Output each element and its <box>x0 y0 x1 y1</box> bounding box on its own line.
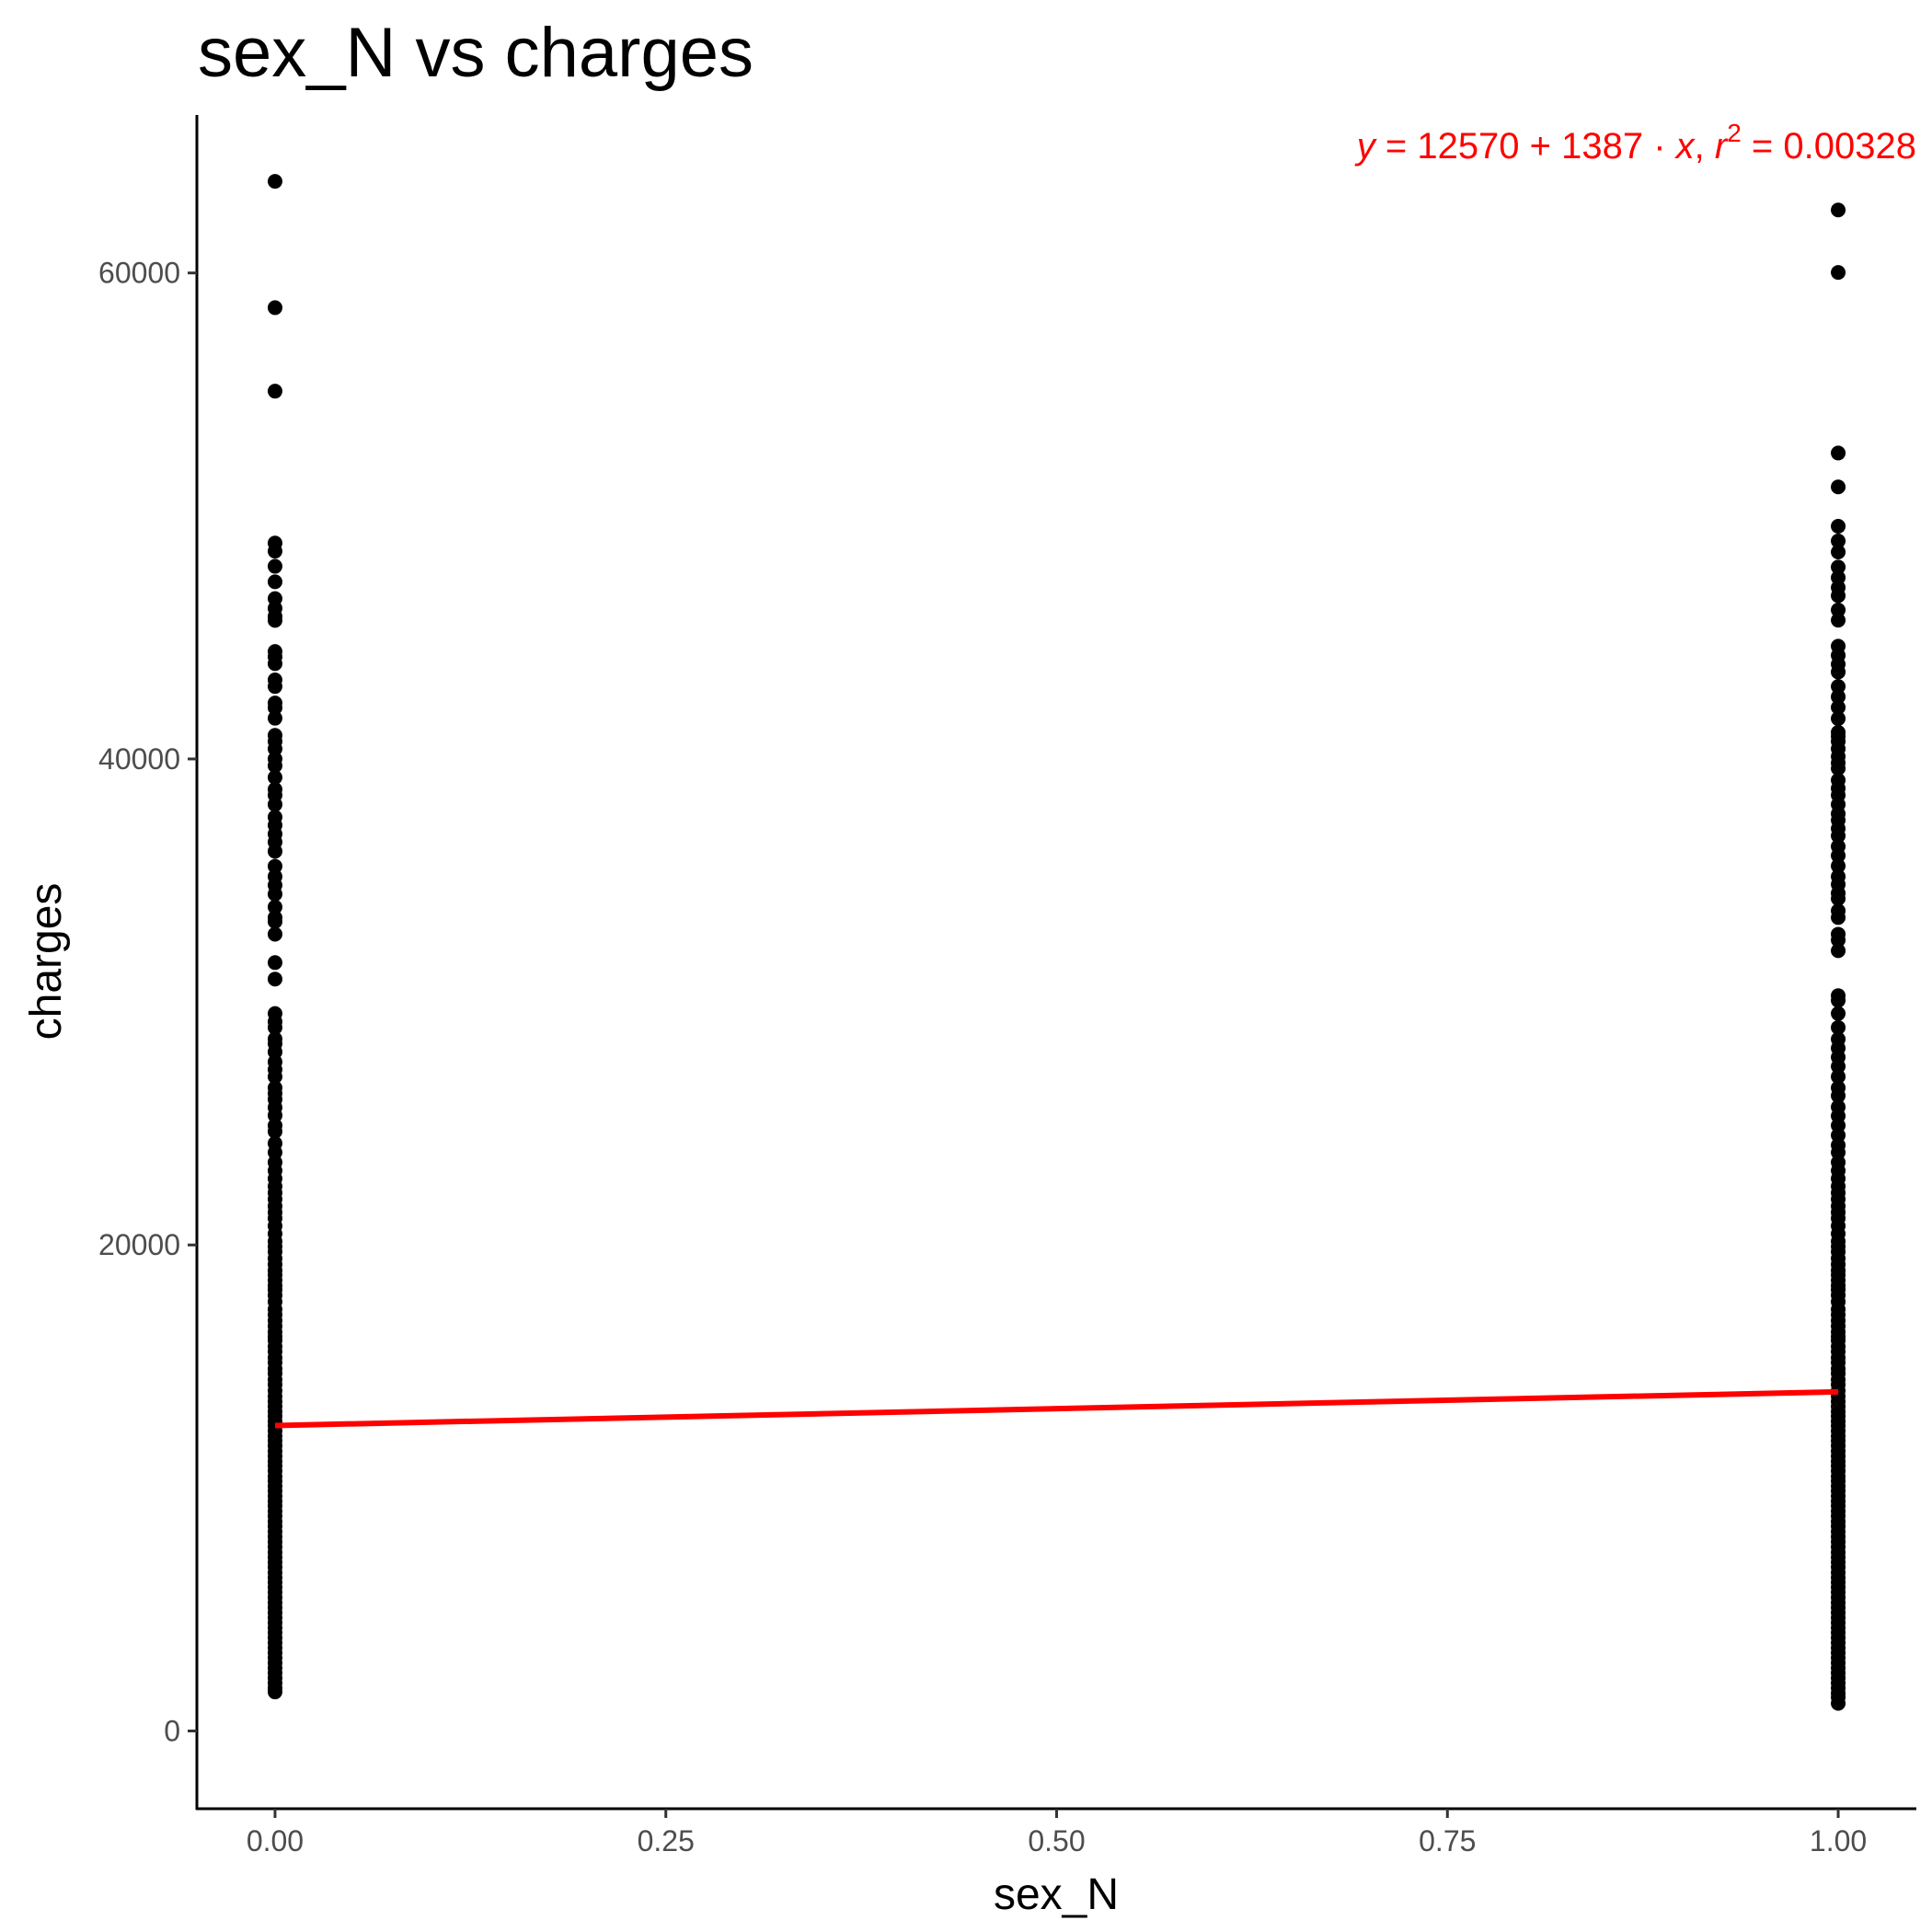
data-point <box>1831 445 1846 461</box>
data-point <box>1831 479 1846 495</box>
x-tick-label: 0.25 <box>638 1824 695 1857</box>
data-point <box>1831 943 1846 959</box>
data-point <box>1831 1696 1846 1711</box>
data-point <box>267 174 282 190</box>
data-point <box>267 914 282 929</box>
y-tick-label: 20000 <box>98 1228 180 1261</box>
data-point <box>1831 699 1846 715</box>
data-point <box>1831 891 1846 906</box>
data-point <box>267 679 282 695</box>
equation-superscript: 2 <box>1727 119 1742 147</box>
data-point <box>267 758 282 774</box>
data-point <box>267 926 282 942</box>
data-point <box>1831 993 1846 1008</box>
data-points <box>267 174 1846 1711</box>
data-point <box>1831 544 1846 559</box>
x-tick-label: 0.75 <box>1419 1824 1476 1857</box>
plot-area <box>267 174 1846 1711</box>
y-tick-label: 0 <box>164 1714 180 1747</box>
data-point <box>267 384 282 399</box>
x-axis-title: sex_N <box>994 1870 1119 1919</box>
data-point <box>267 886 282 902</box>
data-point <box>267 769 282 785</box>
data-point <box>1831 828 1846 844</box>
data-point <box>267 558 282 574</box>
equation-separator: , <box>1695 126 1715 167</box>
data-point <box>1831 1006 1846 1021</box>
equation-r: r <box>1715 126 1729 167</box>
y-axis-title: charges <box>22 883 71 1041</box>
data-point <box>267 574 282 590</box>
data-point <box>1831 858 1846 874</box>
data-point <box>1831 932 1846 948</box>
data-point <box>1831 848 1846 864</box>
data-point <box>1831 679 1846 695</box>
equation-x: x <box>1674 126 1696 167</box>
data-point <box>267 710 282 726</box>
data-point <box>1831 761 1846 776</box>
data-point <box>267 741 282 756</box>
data-point <box>1831 1019 1846 1035</box>
data-point <box>1831 202 1846 218</box>
data-point <box>267 1685 282 1700</box>
y-tick-label: 60000 <box>98 257 180 290</box>
data-point <box>1831 910 1846 926</box>
data-point <box>1831 664 1846 680</box>
x-axis-ticks: 0.00 0.25 0.50 0.75 1.00 <box>247 1809 1867 1857</box>
data-point <box>1831 1059 1846 1075</box>
data-point <box>267 797 282 812</box>
y-tick-label: 40000 <box>98 742 180 776</box>
data-point <box>1831 534 1846 549</box>
data-point <box>1831 518 1846 534</box>
data-point <box>267 700 282 716</box>
equation-r2-value: = 0.00328 <box>1742 126 1916 167</box>
data-point <box>1831 711 1846 727</box>
x-tick-label: 0.50 <box>1028 1824 1085 1857</box>
data-point <box>267 613 282 628</box>
data-point <box>267 858 282 874</box>
x-tick-label: 0.00 <box>247 1824 304 1857</box>
data-point <box>267 1019 282 1035</box>
data-point <box>1831 588 1846 604</box>
data-point <box>1831 559 1846 575</box>
data-point <box>267 955 282 971</box>
regression-line <box>274 1388 1839 1429</box>
data-point <box>1831 1069 1846 1085</box>
chart-title: sex_N vs charges <box>198 14 753 92</box>
equation-y: y <box>1354 126 1378 167</box>
data-point <box>267 972 282 987</box>
data-point <box>267 656 282 672</box>
data-point <box>267 899 282 914</box>
data-point <box>267 300 282 316</box>
data-point <box>1831 613 1846 628</box>
data-point <box>267 1069 282 1085</box>
data-point <box>267 844 282 859</box>
data-point <box>267 1108 282 1123</box>
data-point <box>267 544 282 559</box>
regression-equation: y = 12570 + 1387 · x, r2 = 0.00328 <box>1354 119 1916 167</box>
equation-coefficients: = 12570 + 1387 · <box>1375 126 1676 167</box>
data-point <box>267 1123 282 1139</box>
data-point <box>1831 1088 1846 1104</box>
data-point <box>1831 689 1846 705</box>
y-axis-ticks: 0 20000 40000 60000 <box>98 257 197 1747</box>
data-point <box>1831 265 1846 281</box>
data-point <box>1831 603 1846 618</box>
x-tick-label: 1.00 <box>1810 1824 1867 1857</box>
